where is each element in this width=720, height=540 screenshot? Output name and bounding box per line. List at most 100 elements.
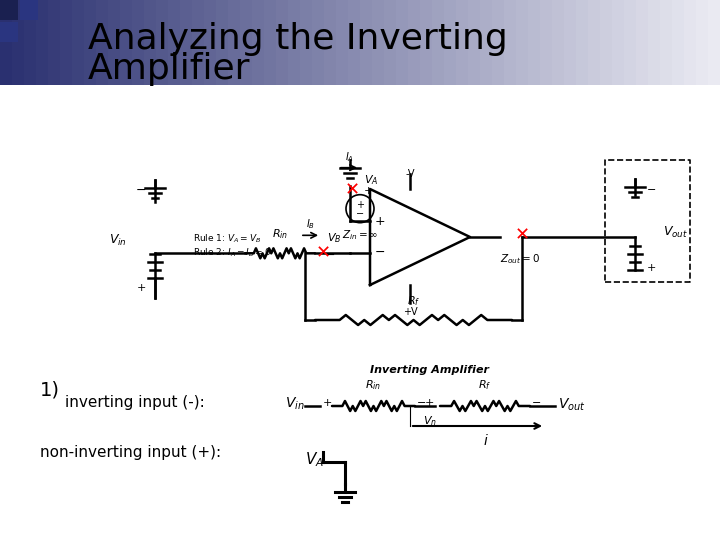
Bar — [708, 0, 720, 85]
Text: −: − — [417, 398, 426, 408]
Text: +: + — [136, 283, 145, 293]
Bar — [552, 0, 565, 85]
Bar — [420, 0, 433, 85]
Text: $R_{in}$: $R_{in}$ — [272, 227, 288, 241]
Text: $Z_{in} = \infty$: $Z_{in} = \infty$ — [342, 228, 378, 242]
Text: −: − — [356, 208, 364, 219]
Bar — [156, 0, 169, 85]
Bar — [648, 0, 661, 85]
Text: $R_f$: $R_f$ — [407, 294, 420, 308]
Bar — [276, 0, 289, 85]
Bar — [444, 0, 457, 85]
Text: +: + — [374, 215, 385, 228]
Bar — [636, 0, 649, 85]
Bar — [24, 0, 37, 85]
Bar — [528, 0, 541, 85]
Bar — [288, 0, 301, 85]
Text: +: + — [356, 200, 364, 210]
Text: −: − — [647, 185, 657, 195]
Text: +: + — [425, 398, 434, 408]
Text: $R_f$: $R_f$ — [478, 378, 492, 392]
Bar — [600, 0, 613, 85]
Bar — [12, 0, 25, 85]
Bar — [480, 0, 493, 85]
Text: Analyzing the Inverting: Analyzing the Inverting — [88, 22, 508, 56]
Bar — [660, 0, 673, 85]
Bar — [0, 0, 18, 20]
Bar — [252, 0, 265, 85]
Text: −: − — [374, 246, 385, 259]
Text: $V_A$: $V_A$ — [305, 450, 324, 469]
Bar — [20, 0, 38, 20]
Bar — [564, 0, 577, 85]
Text: $V_{out}$: $V_{out}$ — [558, 397, 585, 413]
Text: $I_B$: $I_B$ — [307, 218, 315, 231]
Bar — [384, 0, 397, 85]
Bar — [540, 0, 553, 85]
Bar — [216, 0, 229, 85]
Bar — [108, 0, 121, 85]
Text: i: i — [483, 434, 487, 448]
Bar — [348, 0, 361, 85]
Bar — [72, 0, 85, 85]
Text: +: + — [364, 186, 374, 195]
Bar — [48, 0, 61, 85]
Text: $R_{in}$: $R_{in}$ — [365, 378, 382, 392]
Text: $V_A$: $V_A$ — [364, 173, 379, 187]
Bar — [240, 0, 253, 85]
Bar — [180, 0, 193, 85]
Bar — [516, 0, 529, 85]
Bar — [0, 0, 13, 85]
Text: +: + — [647, 263, 657, 273]
Bar — [192, 0, 205, 85]
Text: −: − — [532, 398, 541, 408]
Text: −: − — [136, 184, 146, 197]
Text: $V_{in}$: $V_{in}$ — [285, 396, 305, 412]
Text: Amplifier: Amplifier — [88, 52, 251, 86]
Text: $V_B$: $V_B$ — [327, 232, 341, 245]
Bar — [588, 0, 601, 85]
Bar — [84, 0, 97, 85]
Bar — [504, 0, 517, 85]
Text: ✕: ✕ — [344, 181, 359, 200]
Bar — [120, 0, 133, 85]
Bar — [432, 0, 445, 85]
Bar — [408, 0, 421, 85]
Bar — [360, 0, 373, 85]
Text: inverting input (-):: inverting input (-): — [65, 395, 215, 410]
Bar — [144, 0, 157, 85]
Text: -V: -V — [405, 169, 415, 179]
Bar — [264, 0, 277, 85]
Bar — [228, 0, 241, 85]
Bar — [312, 0, 325, 85]
Text: +V: +V — [402, 307, 418, 317]
Bar — [324, 0, 337, 85]
Text: +: + — [323, 398, 333, 408]
Text: $I_A$: $I_A$ — [346, 150, 354, 164]
Bar — [336, 0, 349, 85]
Text: ✕: ✕ — [315, 244, 330, 262]
Text: $Z_{out} = 0$: $Z_{out} = 0$ — [500, 252, 540, 266]
Bar — [468, 0, 481, 85]
Text: Rule 1: $V_A = V_B$: Rule 1: $V_A = V_B$ — [193, 233, 261, 245]
Bar — [576, 0, 589, 85]
Bar — [624, 0, 637, 85]
Bar — [300, 0, 313, 85]
Bar — [60, 0, 73, 85]
Bar — [492, 0, 505, 85]
Bar — [36, 0, 49, 85]
Text: Rule 2: $I_A = I_B = 0$: Rule 2: $I_A = I_B = 0$ — [193, 247, 271, 259]
Bar — [0, 22, 18, 42]
Text: Inverting Amplifier: Inverting Amplifier — [371, 365, 490, 375]
Bar — [96, 0, 109, 85]
Text: $V_{out}$: $V_{out}$ — [663, 225, 688, 240]
Text: 1): 1) — [40, 380, 60, 399]
Bar — [672, 0, 685, 85]
Text: ✕: ✕ — [514, 226, 530, 244]
Bar — [456, 0, 469, 85]
Bar — [168, 0, 181, 85]
Text: −: − — [325, 249, 336, 262]
Bar — [372, 0, 385, 85]
Bar — [612, 0, 625, 85]
Text: $V_n$: $V_n$ — [423, 414, 437, 428]
